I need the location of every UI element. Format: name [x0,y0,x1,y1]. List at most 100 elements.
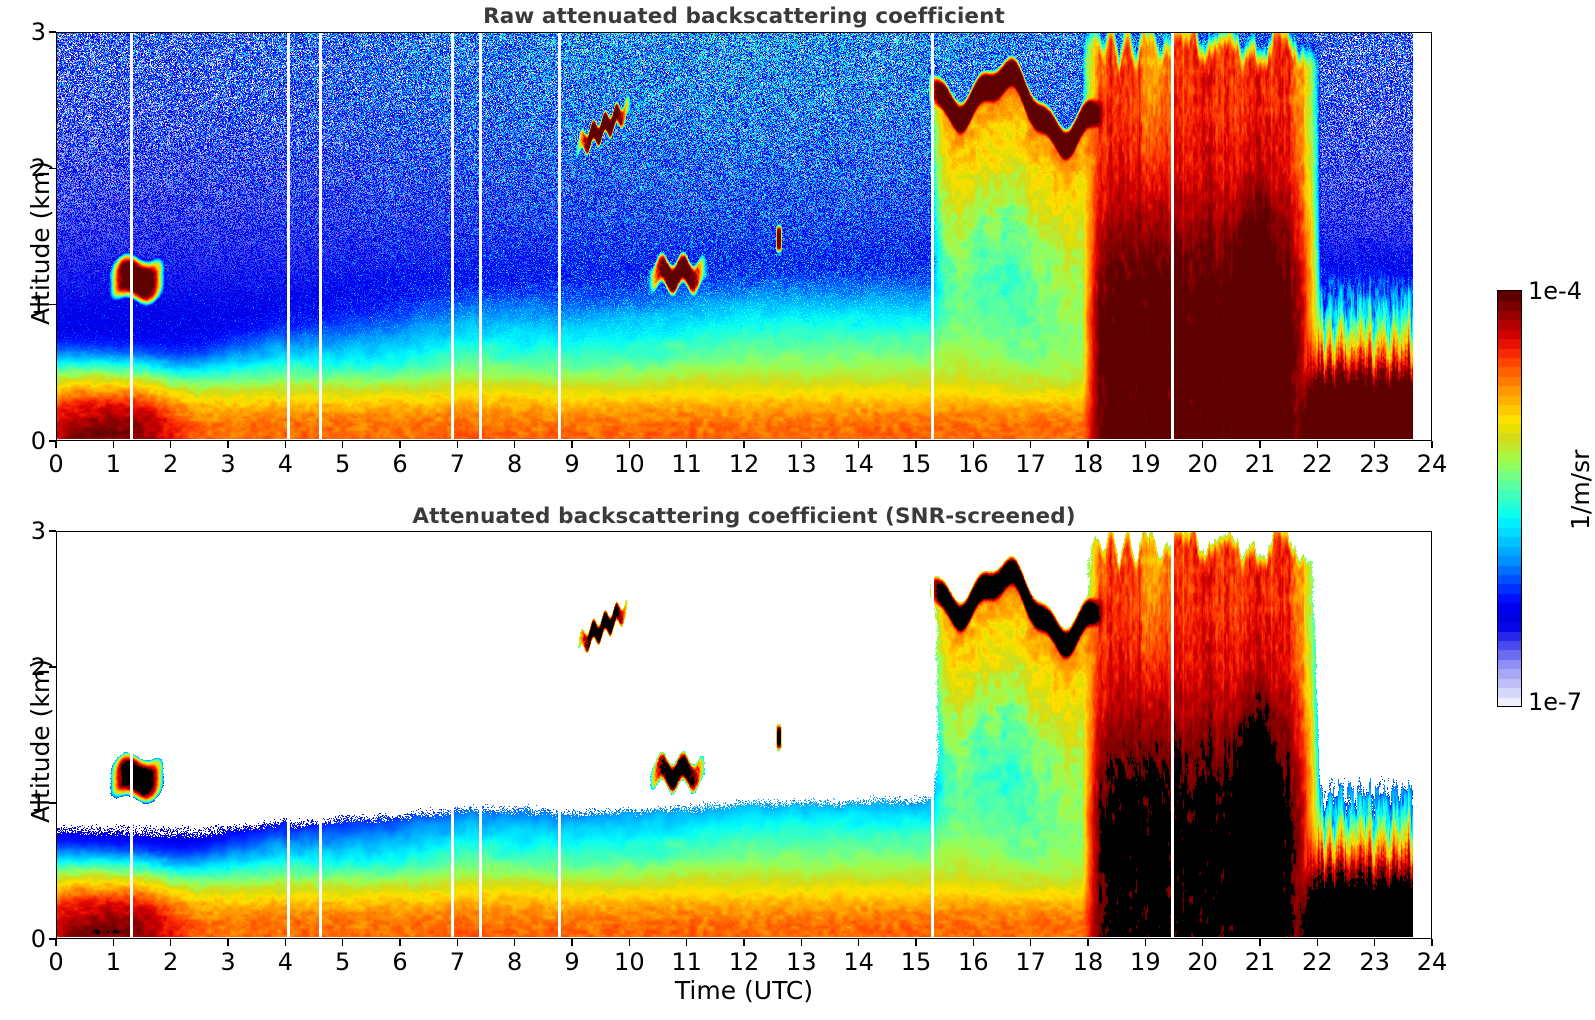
y-tick-label-raw-1: 1 [30,290,46,319]
panel-raw-plotbox [56,32,1432,441]
x-tick-label-raw-21: 21 [1244,450,1276,478]
colorbar-axis-label: 1/m/sr [1566,449,1595,530]
y-tick-screened-3 [49,530,56,532]
x-tick-raw-16 [972,441,975,448]
x-tick-label-screened-14: 14 [843,948,874,976]
x-tick-screened-17 [1029,939,1032,946]
heatmap-canvas-raw [57,33,1430,439]
x-tick-label-raw-10: 10 [614,450,645,478]
x-tick-raw-3 [227,441,229,448]
x-tick-label-screened-6: 6 [392,948,408,976]
x-tick-raw-6 [399,441,401,448]
x-tick-label-screened-15: 15 [900,948,932,976]
x-tick-label-raw-22: 22 [1302,450,1333,478]
x-tick-screened-23 [1373,939,1376,946]
x-tick-label-raw-24: 24 [1416,450,1448,478]
x-tick-label-screened-11: 11 [671,948,702,976]
panel-screened-plotbox [56,531,1432,939]
x-tick-screened-14 [857,939,860,946]
colorbar [1497,290,1522,707]
x-tick-raw-7 [456,441,459,448]
x-tick-label-screened-7: 7 [449,948,465,976]
x-tick-raw-13 [800,441,803,448]
x-tick-screened-5 [341,939,344,946]
x-tick-raw-15 [915,441,917,448]
y-tick-label-raw-0: 0 [30,427,46,455]
x-tick-raw-4 [284,441,287,448]
y-tick-raw-1 [49,303,56,306]
x-tick-label-screened-22: 22 [1302,948,1333,976]
x-tick-label-raw-20: 20 [1187,450,1218,478]
x-tick-label-raw-8: 8 [507,450,523,478]
x-tick-screened-13 [800,939,803,946]
x-tick-screened-8 [513,939,516,946]
x-tick-screened-16 [972,939,975,946]
heatmap-canvas-screened [57,532,1430,937]
x-tick-raw-2 [169,441,172,448]
x-tick-raw-1 [112,441,115,448]
x-tick-label-screened-12: 12 [728,948,760,976]
x-tick-label-raw-2: 2 [163,450,179,478]
x-tick-label-raw-13: 13 [786,450,817,478]
x-tick-raw-21 [1259,441,1261,448]
y-tick-label-screened-0: 0 [30,925,46,953]
x-tick-label-screened-0: 0 [48,948,64,976]
y-tick-label-screened-1: 1 [30,789,46,817]
panel-raw [56,32,1432,441]
x-tick-screened-1 [112,939,115,946]
x-tick-label-screened-19: 19 [1130,948,1161,976]
x-tick-label-screened-9: 9 [564,948,580,976]
x-tick-raw-5 [341,441,344,448]
x-tick-label-raw-4: 4 [277,450,293,478]
x-tick-screened-15 [915,939,917,946]
x-tick-label-raw-7: 7 [449,450,465,478]
x-tick-label-screened-16: 16 [958,948,989,976]
x-tick-screened-7 [456,939,459,946]
x-tick-screened-4 [284,939,287,946]
y-tick-raw-2 [49,167,56,170]
x-tick-raw-23 [1373,441,1376,448]
x-tick-label-raw-15: 15 [900,450,932,478]
x-tick-label-raw-19: 19 [1130,450,1161,478]
x-tick-raw-20 [1201,441,1204,448]
x-tick-label-screened-24: 24 [1416,948,1448,976]
x-tick-label-screened-2: 2 [163,948,179,976]
x-tick-screened-9 [571,939,573,946]
x-tick-label-raw-16: 16 [958,450,989,478]
y-axis-label-screened: Altitude (km) [26,659,55,823]
panel-screened [56,531,1432,939]
x-tick-label-raw-6: 6 [392,450,408,478]
panel-title-screened: Attenuated backscattering coefficient (S… [412,504,1076,529]
colorbar-min-label: 1e-7 [1528,688,1582,716]
x-tick-screened-21 [1259,939,1261,946]
x-tick-label-screened-18: 18 [1072,948,1104,976]
x-tick-raw-14 [857,441,860,448]
x-tick-label-screened-4: 4 [277,948,293,976]
y-tick-label-screened-2: 2 [30,653,46,681]
x-tick-label-screened-21: 21 [1244,948,1276,976]
x-tick-screened-0 [55,939,57,946]
x-tick-screened-3 [227,939,229,946]
x-tick-raw-19 [1144,441,1147,448]
x-tick-label-screened-20: 20 [1187,948,1218,976]
x-tick-screened-11 [685,939,688,946]
x-tick-label-raw-14: 14 [843,450,874,478]
y-tick-label-raw-2: 2 [30,154,46,183]
x-axis-label: Time (UTC) [674,976,814,1005]
x-tick-raw-10 [628,441,631,448]
x-tick-raw-11 [685,441,688,448]
x-tick-label-raw-23: 23 [1359,450,1390,478]
x-tick-screened-6 [399,939,401,946]
x-tick-screened-10 [628,939,631,946]
x-tick-label-screened-10: 10 [614,948,645,976]
x-tick-screened-12 [743,939,745,946]
y-tick-raw-0 [49,440,56,442]
x-tick-raw-0 [55,441,57,448]
x-tick-screened-18 [1087,939,1089,946]
x-tick-screened-19 [1144,939,1147,946]
y-tick-raw-3 [49,31,56,33]
x-tick-screened-2 [169,939,172,946]
x-tick-label-screened-1: 1 [105,948,121,976]
x-tick-label-raw-17: 17 [1015,450,1046,478]
y-tick-label-raw-3: 3 [30,18,46,46]
